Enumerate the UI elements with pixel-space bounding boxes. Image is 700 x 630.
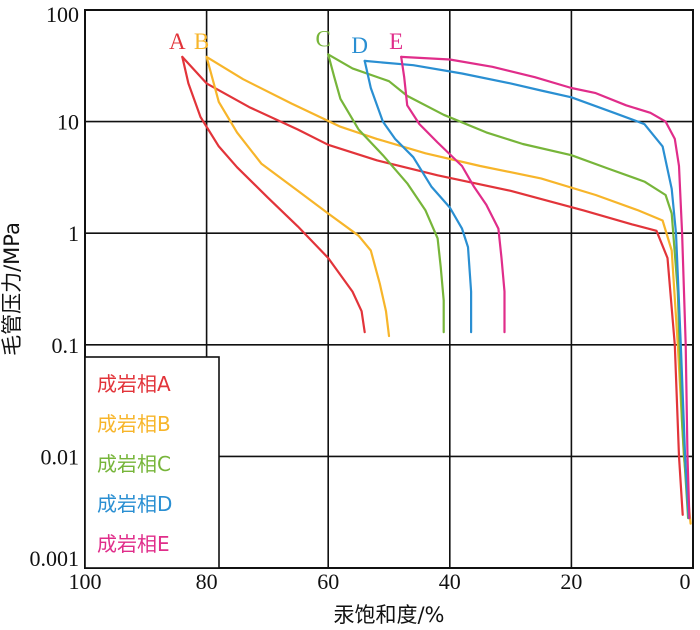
series-E-intrusion-line [400, 55, 506, 334]
x-tick-label: 60 [317, 569, 339, 594]
x-tick-label: 40 [439, 569, 461, 594]
series-D-extrusion-line [363, 59, 690, 520]
legend-entry-B: 成岩相B [97, 412, 171, 436]
y-tick-label: 0.001 [30, 546, 80, 571]
series-A-intrusion-line [181, 55, 366, 334]
grid-lines [85, 10, 693, 568]
legend-entry-C: 成岩相C [97, 452, 171, 476]
x-tick-labels: 100 80 60 40 20 0 [69, 569, 691, 594]
series-C-extrusion-line [327, 53, 690, 520]
y-axis-label: 毛管压力/MPa [0, 222, 24, 356]
x-tick-label: 20 [560, 569, 582, 594]
legend-box [84, 356, 220, 569]
curve-label-A: A [169, 29, 186, 54]
y-tick-labels: 100 10 1 0.1 0.01 0.001 [30, 2, 80, 571]
x-axis-label: 汞饱和度/% [333, 603, 444, 627]
x-tick-label: 80 [196, 569, 218, 594]
y-tick-label: 100 [46, 2, 79, 27]
y-tick-label: 0.01 [41, 444, 80, 469]
curve-label-D: D [351, 33, 368, 58]
plot-frame [84, 9, 694, 569]
x-tick-label: 0 [680, 569, 691, 594]
series-B-intrusion-line [205, 55, 391, 338]
series-B-extrusion-line [205, 55, 692, 525]
series-C-intrusion-line [327, 53, 445, 334]
legend-entry-E: 成岩相E [97, 532, 170, 556]
x-tick-label: 100 [69, 569, 102, 594]
series-curves [181, 53, 692, 525]
series-E-extrusion-line [400, 55, 691, 520]
legend: 成岩相A 成岩相B 成岩相C 成岩相D 成岩相E [84, 356, 220, 569]
curve-label-B: B [194, 29, 209, 54]
legend-entry-A: 成岩相A [97, 372, 171, 396]
series-D-intrusion-line [363, 59, 473, 334]
legend-entry-D: 成岩相D [97, 492, 172, 516]
y-tick-label: 10 [57, 110, 79, 135]
series-A-extrusion-line [181, 55, 684, 516]
curve-label-E: E [389, 29, 403, 54]
curve-label-C: C [316, 26, 331, 51]
y-tick-label: 1 [68, 221, 79, 246]
y-tick-label: 0.1 [52, 333, 80, 358]
